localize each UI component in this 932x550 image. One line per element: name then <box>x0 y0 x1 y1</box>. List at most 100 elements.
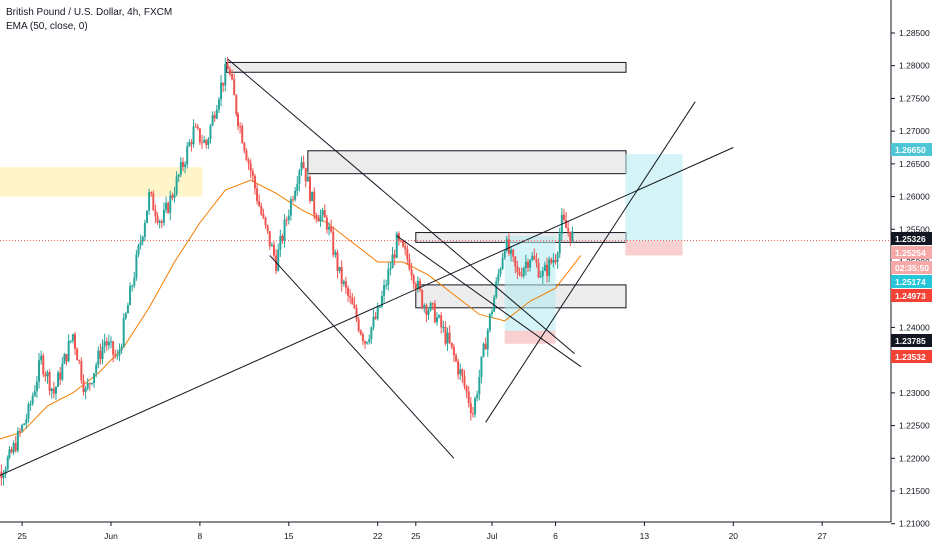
candle-body <box>4 469 7 474</box>
candle-body <box>245 150 248 161</box>
price-badge <box>891 143 932 156</box>
candle-body <box>565 219 568 229</box>
candle-body <box>25 419 28 424</box>
candle-body <box>251 171 254 176</box>
candle-body <box>471 413 474 415</box>
y-tick-label: 1.21000 <box>899 519 930 529</box>
y-tick-label: 1.21500 <box>899 486 930 496</box>
candle-body <box>393 254 396 258</box>
candle-body <box>42 355 45 375</box>
candle-body <box>531 255 534 261</box>
candle-body <box>522 268 525 276</box>
candle-body <box>482 343 485 357</box>
trendline-0 <box>0 147 734 476</box>
candle-body <box>233 79 236 96</box>
candle-body <box>440 315 443 328</box>
candle-body <box>476 394 479 399</box>
candle-body <box>429 303 432 311</box>
candle-body <box>478 377 481 395</box>
candle-body <box>101 346 104 360</box>
candle-body <box>524 261 527 269</box>
trendline-2 <box>269 255 455 459</box>
candle-body <box>455 355 458 362</box>
candle-body <box>141 236 144 242</box>
candle-body <box>203 139 206 143</box>
candle-body <box>143 222 146 237</box>
candle-body <box>224 64 227 86</box>
x-tick-label: 27 <box>817 531 827 541</box>
candle-body <box>222 82 225 86</box>
candle-body <box>342 281 345 284</box>
candle-body <box>336 252 339 271</box>
x-tick-label: 25 <box>17 531 27 541</box>
candle-body <box>328 226 331 230</box>
candle-body <box>86 383 89 389</box>
symbol-title: British Pound / U.S. Dollar, 4h, FXCM <box>6 7 173 18</box>
x-tick-label: 22 <box>373 531 383 541</box>
candle-body <box>484 343 487 350</box>
candle-body <box>355 307 358 320</box>
candle-body <box>488 314 491 331</box>
y-tick-label: 1.28000 <box>899 61 930 71</box>
candle-body <box>14 443 17 451</box>
x-tick-label: 6 <box>553 531 558 541</box>
candle-body <box>406 249 409 260</box>
candle-body <box>186 146 189 165</box>
candle-body <box>383 285 386 296</box>
candle-body <box>148 192 151 211</box>
price-badge-label: 1.26650 <box>895 145 926 155</box>
price-badge-label: 1.23532 <box>895 352 926 362</box>
price-badge-label: 1.25174 <box>895 277 926 287</box>
candle-body <box>567 228 570 232</box>
candle-body <box>21 424 24 431</box>
candle-body <box>321 210 324 216</box>
candle-body <box>465 386 468 392</box>
candle-body <box>82 380 85 393</box>
y-tick-label: 1.26000 <box>899 192 930 202</box>
candle-body <box>8 449 11 458</box>
candle-body <box>535 259 538 263</box>
candle-body <box>399 240 402 242</box>
candle-body <box>493 297 496 312</box>
candle-body <box>88 383 91 385</box>
candle-body <box>6 457 9 470</box>
candle-body <box>80 361 83 381</box>
candle-body <box>332 231 335 255</box>
candle-body <box>419 280 422 290</box>
y-tick-label: 1.25500 <box>899 224 930 234</box>
price-badge-label: 1.25326 <box>895 234 926 244</box>
candle-body <box>304 167 307 182</box>
candle-body <box>154 210 157 217</box>
candle-body <box>516 266 519 272</box>
candle-body <box>126 305 129 314</box>
candle-body <box>514 256 517 267</box>
candle-body <box>211 115 214 126</box>
candle-body <box>201 142 204 144</box>
candle-body <box>548 259 551 276</box>
candle-body <box>12 443 15 453</box>
candle-body <box>131 285 134 287</box>
candle-body <box>158 221 161 223</box>
candle-body <box>414 284 417 289</box>
y-tick-label: 1.24000 <box>899 322 930 332</box>
price-badge <box>891 246 932 259</box>
candle-body <box>103 341 106 347</box>
candle-body <box>165 202 168 210</box>
candle-body <box>133 277 136 286</box>
price-badge <box>891 275 932 288</box>
candle-body <box>448 332 451 343</box>
candle-body <box>205 139 208 145</box>
candle-body <box>501 257 504 270</box>
candle-body <box>46 372 49 377</box>
candle-body <box>247 160 250 164</box>
candle-body <box>526 261 529 268</box>
candle-body <box>423 305 426 309</box>
x-tick-label: 13 <box>640 531 650 541</box>
candle-body <box>69 340 72 342</box>
candle-body <box>243 143 246 151</box>
candle-body <box>387 269 390 286</box>
price-zone-0 <box>226 61 627 73</box>
candle-body <box>48 372 51 391</box>
candle-body <box>334 252 337 255</box>
